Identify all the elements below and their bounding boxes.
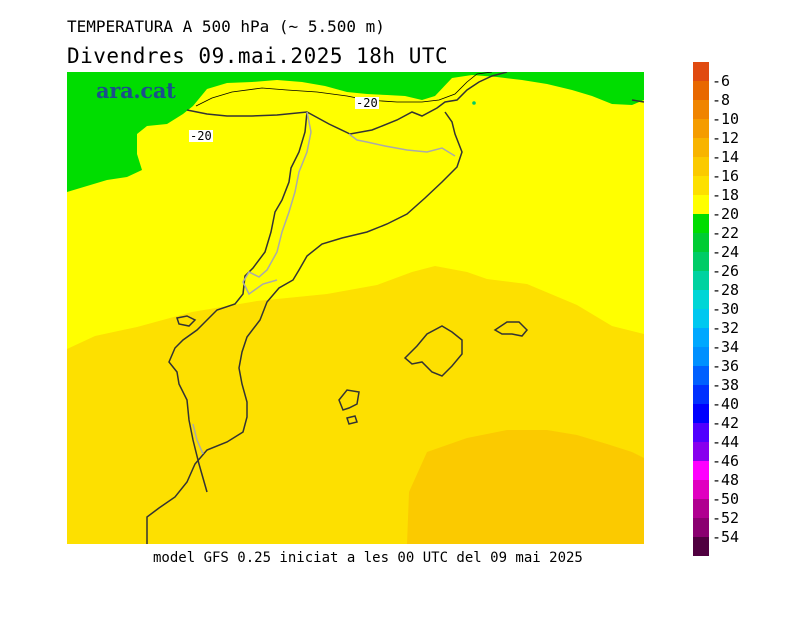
legend-label: -6 [712, 71, 731, 90]
legend-swatch [693, 442, 709, 461]
legend-label: -24 [712, 242, 740, 261]
legend-label: -20 [712, 204, 740, 223]
green-spot [472, 101, 476, 105]
legend-label: -38 [712, 375, 740, 394]
legend-swatch [693, 499, 709, 518]
legend-label: -54 [712, 527, 740, 546]
legend-swatch [693, 423, 709, 442]
legend-swatch [693, 119, 709, 138]
legend-label: -42 [712, 413, 740, 432]
legend-swatch [693, 290, 709, 309]
legend-swatch [693, 328, 709, 347]
band-minus14-minus16 [407, 430, 644, 544]
coastlines-borders [146, 72, 644, 544]
legend-swatch [693, 214, 709, 233]
legend-swatch [693, 233, 709, 252]
legend-label: -30 [712, 299, 740, 318]
legend-swatch [693, 404, 709, 423]
model-run-caption: model GFS 0.25 iniciat a les 00 UTC del … [153, 550, 583, 566]
ara-cat-logo: ara.cat [96, 78, 176, 103]
legend-swatch [693, 100, 709, 119]
legend-label: -22 [712, 223, 740, 242]
legend-swatch [693, 138, 709, 157]
legend-label: -26 [712, 261, 740, 280]
legend-label: -32 [712, 318, 740, 337]
legend-swatch [693, 518, 709, 537]
legend-swatch [693, 385, 709, 404]
legend-swatch [693, 62, 709, 81]
legend-swatch [693, 81, 709, 100]
legend-label: -10 [712, 109, 740, 128]
legend-swatch [693, 309, 709, 328]
legend-label: -48 [712, 470, 740, 489]
legend-swatch [693, 347, 709, 366]
legend-label: -40 [712, 394, 740, 413]
temperature-map: ara.cat -20 -20 [67, 72, 644, 544]
legend-swatch [693, 537, 709, 556]
legend-label: -16 [712, 166, 740, 185]
legend-label: -52 [712, 508, 740, 527]
regional-borders [192, 111, 456, 455]
isotherm-label: -20 [355, 96, 379, 110]
legend-swatch [693, 366, 709, 385]
legend-label: -46 [712, 451, 740, 470]
band-below-minus20 [67, 72, 644, 192]
legend-label: -34 [712, 337, 740, 356]
legend-label: -50 [712, 489, 740, 508]
legend-label: -12 [712, 128, 740, 147]
legend-swatch [693, 176, 709, 195]
legend-swatch [693, 461, 709, 480]
legend-label: -36 [712, 356, 740, 375]
legend-label: -44 [712, 432, 740, 451]
legend-label: -8 [712, 90, 731, 109]
legend-swatch [693, 271, 709, 290]
legend-label: -18 [712, 185, 740, 204]
legend-label: -28 [712, 280, 740, 299]
legend-swatch [693, 480, 709, 499]
color-scale-bar [693, 62, 709, 556]
legend-swatch [693, 252, 709, 271]
isotherm-label: -20 [189, 129, 213, 143]
legend-swatch [693, 195, 709, 214]
map-canvas [67, 72, 644, 544]
forecast-valid-time: Divendres 09.mai.2025 18h UTC [67, 44, 449, 68]
legend-swatch [693, 157, 709, 176]
legend-label: -14 [712, 147, 740, 166]
chart-title: TEMPERATURA A 500 hPa (~ 5.500 m) [67, 17, 385, 36]
